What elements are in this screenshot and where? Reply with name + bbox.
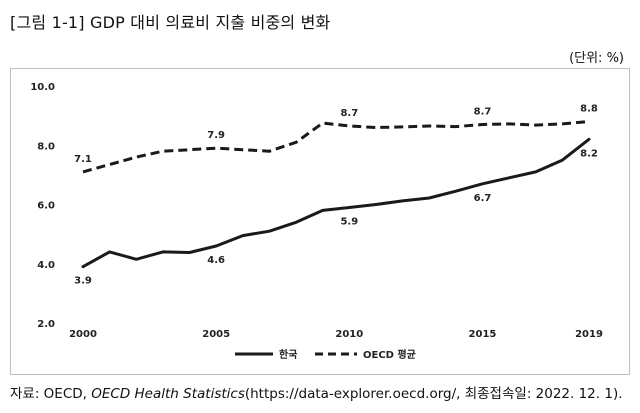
unit-label: (단위: %) <box>569 51 624 66</box>
data-label: 8.2 <box>580 148 598 159</box>
source-suffix: (https://data-explorer.oecd.org/, 최종접속일:… <box>244 386 623 402</box>
series-line-oecd-average <box>82 120 590 174</box>
x-tick-label: 2000 <box>69 329 97 340</box>
y-tick-label: 10.0 <box>30 82 55 93</box>
data-label: 8.7 <box>340 108 358 119</box>
data-label: 7.1 <box>74 154 92 165</box>
x-tick-label: 2005 <box>202 329 230 340</box>
source-prefix: 자료: OECD, <box>10 386 92 402</box>
data-label: 4.6 <box>207 255 225 266</box>
data-label: 5.9 <box>340 216 358 227</box>
line-chart: 2.0 4.0 6.0 8.0 10.0 2000 2005 2010 2015 2019 3.9 4… <box>30 82 603 361</box>
x-tick-label: 2019 <box>575 329 603 340</box>
chart-frame: 2.0 4.0 6.0 8.0 10.0 2000 2005 2010 2015 2019 3.9 4… <box>10 68 630 375</box>
legend-label-korea: 한국 <box>279 349 297 361</box>
x-tick-label: 2010 <box>335 329 363 340</box>
y-tick-label: 4.0 <box>37 260 55 271</box>
x-tick-label: 2015 <box>469 329 497 340</box>
y-tick-label: 2.0 <box>37 319 55 330</box>
y-tick-label: 8.0 <box>37 141 55 152</box>
y-tick-label: 6.0 <box>37 201 55 212</box>
data-label: 7.9 <box>207 130 225 141</box>
figure-title: [그림 1-1] GDP 대비 의료비 지출 비중의 변화 <box>10 13 331 32</box>
source-note: 자료: OECD, OECD Health Statistics(https:/… <box>10 382 623 402</box>
data-label: 8.8 <box>580 104 598 115</box>
data-label: 3.9 <box>74 276 92 287</box>
series-line-korea <box>81 137 591 269</box>
legend-label-oecd-average: OECD 평균 <box>363 348 416 361</box>
data-label: 6.7 <box>474 193 492 204</box>
data-label: 8.7 <box>474 107 492 118</box>
source-publication: OECD Health Statistics <box>91 386 245 402</box>
